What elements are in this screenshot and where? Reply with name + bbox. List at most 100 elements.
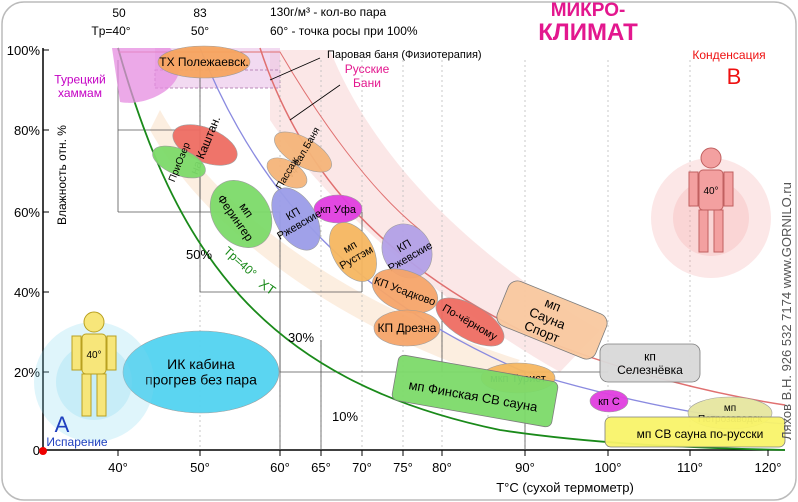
x-tick-label: 50° [190,460,210,475]
zone-shape [496,280,608,360]
zone-8: КПРжевские [271,187,324,251]
zone-shape [274,131,332,173]
zone-label: мпСаунаСпорт [522,291,574,346]
x-tick-label: 40° [108,460,128,475]
russian-baths-annotation-1: Русские [345,62,390,76]
zone-shape [313,194,363,224]
zone-4: мпФерингер [209,180,273,248]
figure-leg-left [81,373,92,417]
top-tick-tp40: Tp=40° [91,24,130,38]
zone-label: Турецкий хаммам [54,73,105,100]
zone-label: кп Селезнёвка [617,350,683,377]
zone-label: ТХ Полежаевск. [159,55,248,69]
zone-18: мп Финская СВ сауна [391,354,559,428]
zone-label: кп С [598,396,620,408]
y-tick-label: 40% [14,285,40,300]
figure-temp-label: 40° [86,350,101,361]
zone-15: кп Селезнёвка [599,343,701,383]
steam-pointer [269,57,321,81]
y-tick-label: 60% [14,205,40,220]
corner-a-label: Испарение [46,435,107,449]
figure-evaporation: 40° [34,311,154,442]
zone-shape [589,389,629,413]
x-tick-label: 90° [515,460,535,475]
top-tick-50deg: 50° [191,24,209,38]
zone-label: кп Уфа [320,204,357,216]
zone-shape [209,180,273,248]
zone-17: кп С [589,389,629,413]
zone-label: КП Дрезна [378,321,437,335]
figure-arm-right [723,171,734,207]
zone-shape [329,222,377,282]
y-tick-label: 20% [14,365,40,380]
x-tick-label: 100° [595,460,622,475]
zone-3: ПриОзер [152,141,206,184]
zone-shape [266,157,308,189]
top-tick-50: 50 [112,6,126,20]
figure-arm-left [688,171,699,207]
curve-label-30pct: 30% [288,330,314,345]
grid-step-line [199,130,362,293]
zone-shape [599,343,701,383]
axis-ticks: 40° 50° 60° 65° 70° 75° 80° 90° 100° 110° 120° 100%… [7,43,782,475]
zone-shape [372,268,438,314]
curve-label-50pct: 50% [186,247,212,262]
origin-dot [39,447,47,455]
zone-shape [271,187,321,251]
zone-21: ИК кабина прогрев без пара [122,330,280,414]
author-sidebar-text: Ляхов В.Н. 926 532 7174 www.GORNILO.ru [779,182,794,440]
figure-glow [651,158,771,278]
zone-1: ТХ Полежаевск. [157,45,251,79]
figure-glow [34,322,154,442]
zone-shape [152,145,206,179]
x-tick-label: 65° [311,460,331,475]
figure-temp-label: 40° [703,186,718,197]
zone-shape [391,354,559,428]
russian-pointer [289,84,341,121]
corner-a-letter: A [55,412,70,437]
figure-head [83,311,105,333]
x-tick-label: 80° [432,460,452,475]
header-line2: 60° - точка росы при 100% [270,24,418,38]
figure-head [700,147,722,169]
zone-label: ИК кабина прогрев без пара [145,356,257,388]
figure-body [698,169,724,211]
y-tick-label: 80% [14,123,40,138]
x-tick-label: 110° [677,460,703,475]
zone-label: мп СВ сауна по-русски [637,427,764,441]
header-line1: 130г/м³ - кол-во пара [270,5,387,19]
x-tick-label: 60° [270,460,290,475]
x-axis-label: T°C (сухой термометр) [496,480,634,495]
corner-b-letter: B [727,64,742,89]
figure-leg-left [698,209,709,253]
y-axis-label: Влажность отн. % [55,125,69,225]
zone-20: мп СВ сауна по-русски [604,416,786,448]
figure-leg-right [713,209,724,253]
zone-9: мпРустэм [329,222,377,282]
chart-title-line2: КЛИМАТ [538,19,638,46]
corner-b-label: Конденсация [692,48,765,62]
x-tick-label: 75° [393,460,413,475]
zone-14: мпСаунаСпорт [496,280,608,360]
zone-shape [435,297,505,347]
zone-11: КП Усадково [372,268,438,314]
chart-title-line1: МИКРО- [551,0,626,21]
zone-6: Пассаж [266,155,308,191]
zone-12: КП Дрезна [373,309,441,347]
zone-10: КПРжевские [381,223,435,279]
top-tick-83: 83 [193,6,207,20]
zone-shape [381,223,433,279]
zone-shape [157,45,251,79]
curve-label-10pct: 10% [332,409,358,424]
zone-shape [373,309,441,347]
steam-bath-annotation: Паровая баня (Физиотерапия) [327,49,482,61]
y-tick-label: 100% [7,43,41,58]
x-tick-label: 70° [352,460,372,475]
figure-condensation: 40° [651,147,771,278]
figure-arm-left [71,335,82,371]
figure-leg-right [96,373,107,417]
grid-step-line [279,292,442,373]
zone-shape [122,330,280,414]
